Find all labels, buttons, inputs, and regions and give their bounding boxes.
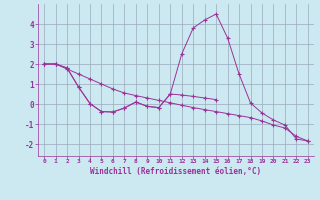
X-axis label: Windchill (Refroidissement éolien,°C): Windchill (Refroidissement éolien,°C) bbox=[91, 167, 261, 176]
